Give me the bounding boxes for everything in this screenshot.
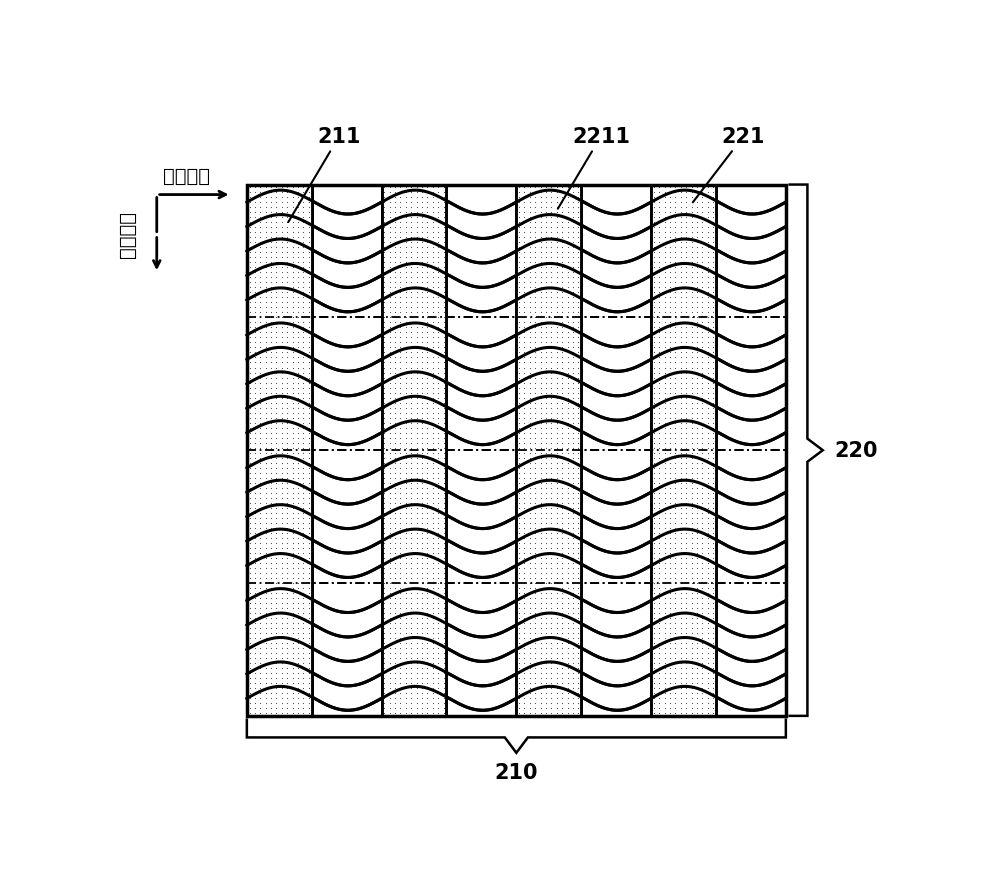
Text: 211: 211 xyxy=(288,127,361,223)
Text: 220: 220 xyxy=(834,441,878,461)
Bar xyxy=(651,185,716,716)
Bar xyxy=(516,185,581,716)
Bar xyxy=(516,185,581,716)
Text: 第二方向: 第二方向 xyxy=(118,211,137,258)
Text: 2211: 2211 xyxy=(558,127,630,210)
Bar xyxy=(247,185,786,716)
Bar xyxy=(247,185,312,716)
Bar xyxy=(651,185,716,716)
Text: 210: 210 xyxy=(495,762,538,782)
Text: 221: 221 xyxy=(693,127,765,203)
Text: 第一方向: 第一方向 xyxy=(163,167,210,186)
Bar xyxy=(382,185,446,716)
Bar xyxy=(382,185,446,716)
Bar xyxy=(247,185,312,716)
